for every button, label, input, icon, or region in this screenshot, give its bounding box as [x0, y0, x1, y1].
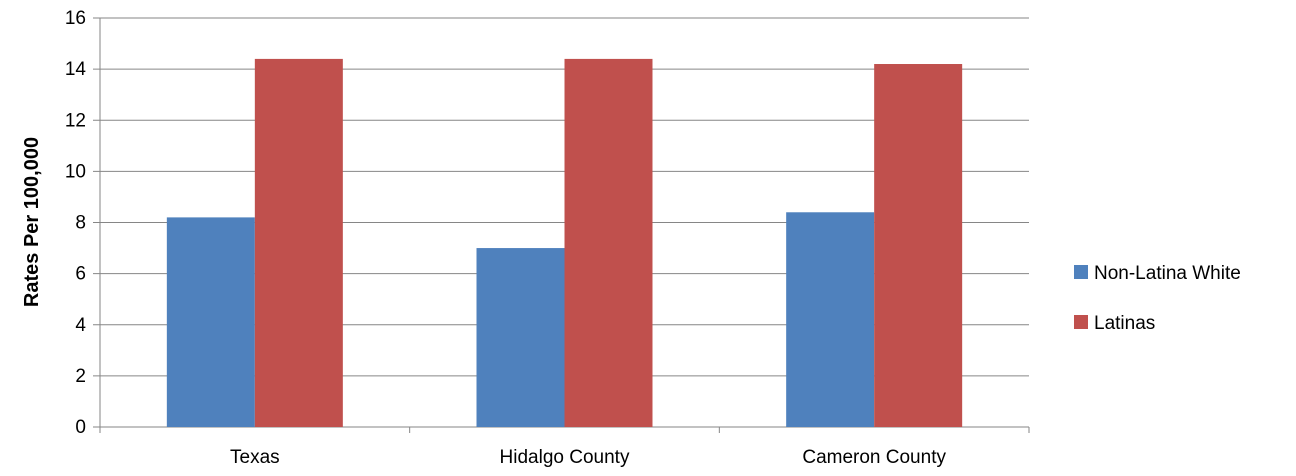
- bar-non-latina-white-hidalgo-county: [476, 248, 565, 427]
- y-axis-label: Rates Per 100,000: [21, 137, 43, 307]
- bar-non-latina-white-cameron-county: [786, 212, 875, 427]
- y-tick-label: 12: [65, 110, 86, 131]
- y-tick-label: 14: [65, 59, 87, 80]
- legend-swatch-latinas: [1074, 315, 1088, 329]
- x-axis-ticks: Texas Hidalgo County Cameron County: [230, 447, 946, 468]
- y-tick-label: 10: [65, 161, 86, 182]
- x-tick-label: Texas: [230, 447, 280, 468]
- bar-latinas-cameron-county: [874, 64, 963, 427]
- legend-swatch-non-latina-white: [1074, 265, 1088, 279]
- y-tick-label: 8: [75, 213, 86, 234]
- y-tick-label: 0: [75, 417, 86, 438]
- y-tick-label: 4: [75, 315, 86, 336]
- y-axis-ticks: 0 2 4 6 8 10 12 14 16: [65, 8, 87, 438]
- bar-non-latina-white-texas: [166, 217, 255, 427]
- x-tick-label: Cameron County: [802, 447, 946, 468]
- bar-latinas-hidalgo-county: [564, 58, 653, 428]
- bars: [166, 58, 963, 428]
- legend-label: Non-Latina White: [1094, 263, 1241, 284]
- y-tick-label: 6: [75, 264, 86, 285]
- legend: Non-Latina White Latinas: [1074, 263, 1241, 334]
- bar-latinas-texas: [254, 58, 343, 428]
- x-axis: [99, 18, 1030, 433]
- y-tick-label: 2: [75, 366, 86, 387]
- legend-label: Latinas: [1094, 313, 1155, 334]
- y-tick-label: 16: [65, 8, 86, 29]
- x-tick-label: Hidalgo County: [500, 447, 630, 468]
